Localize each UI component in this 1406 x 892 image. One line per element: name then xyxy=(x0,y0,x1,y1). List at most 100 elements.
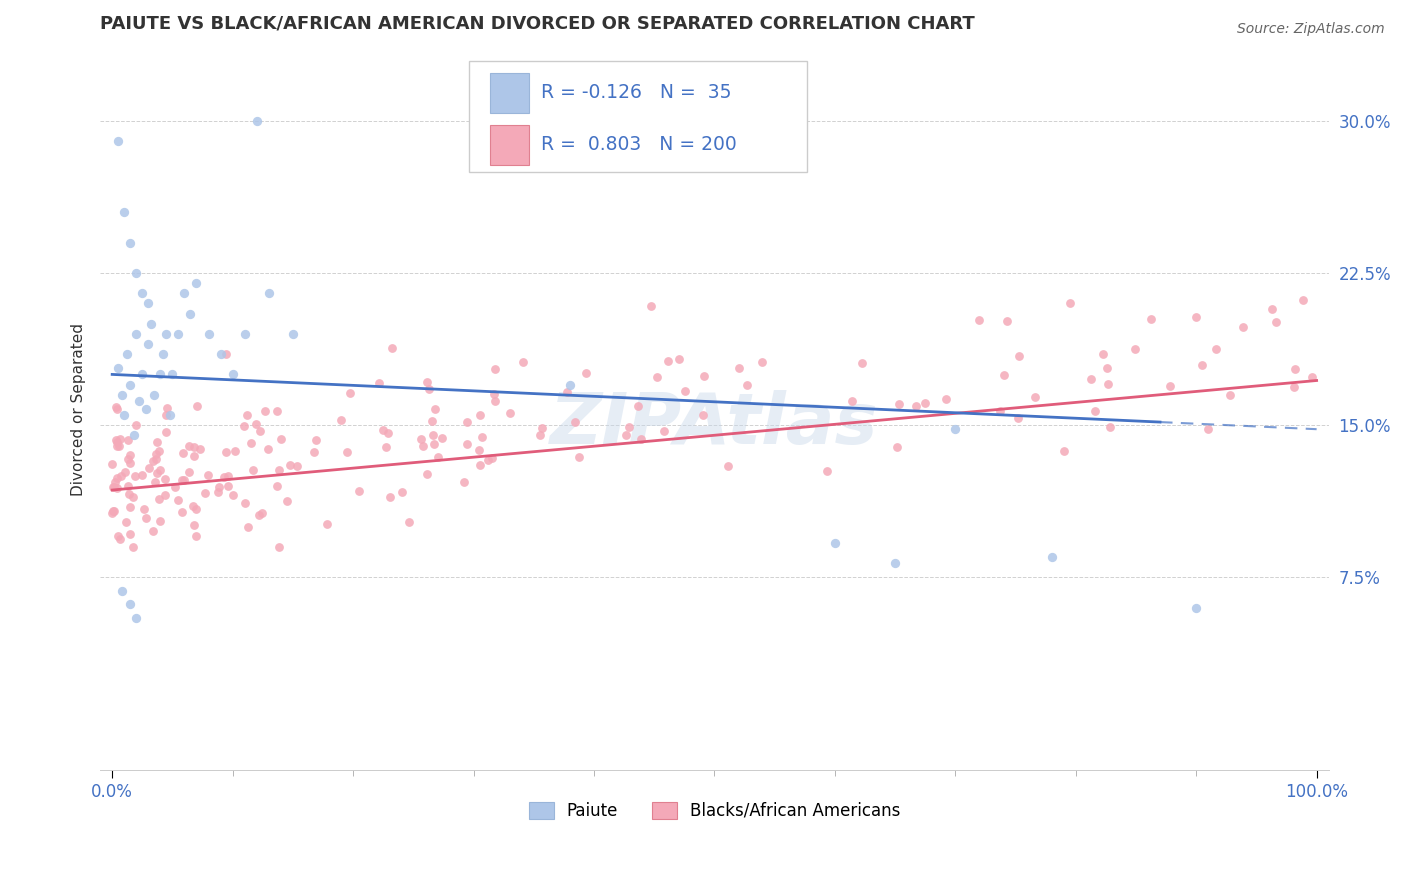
Point xyxy=(142,524,165,538)
Point xyxy=(1008,349,1031,363)
FancyBboxPatch shape xyxy=(468,61,807,172)
Point xyxy=(935,392,957,407)
Point xyxy=(824,536,846,550)
Point xyxy=(1197,422,1219,436)
Point xyxy=(1219,388,1241,402)
Point xyxy=(145,451,167,466)
Point xyxy=(120,377,142,392)
Point xyxy=(1301,370,1323,384)
Point xyxy=(186,276,208,290)
Point xyxy=(214,445,236,459)
Point xyxy=(373,424,395,438)
Point xyxy=(149,514,172,528)
Point xyxy=(717,458,740,473)
Point xyxy=(1292,293,1315,307)
Point xyxy=(1191,358,1213,372)
Point xyxy=(110,432,132,446)
Point xyxy=(149,463,172,477)
Point xyxy=(117,433,139,447)
Point xyxy=(233,496,256,510)
Point xyxy=(471,430,494,444)
Point xyxy=(285,458,308,473)
Point xyxy=(184,501,207,516)
Point xyxy=(367,376,389,391)
Point xyxy=(221,368,243,382)
Point xyxy=(143,387,166,401)
Point xyxy=(104,433,127,447)
Point xyxy=(112,205,135,219)
Point xyxy=(155,488,177,502)
Point xyxy=(240,436,263,450)
Point xyxy=(122,490,145,504)
Point xyxy=(101,504,124,518)
Point xyxy=(453,475,475,490)
Point xyxy=(266,479,288,493)
Point xyxy=(614,428,637,442)
Point xyxy=(146,435,169,450)
Point xyxy=(468,443,491,458)
Point xyxy=(640,299,662,313)
Point xyxy=(1098,419,1121,434)
Point xyxy=(233,419,256,434)
Point xyxy=(1205,343,1227,357)
Point xyxy=(735,378,758,392)
Point xyxy=(125,326,148,341)
Point xyxy=(470,458,492,472)
Point xyxy=(131,286,153,301)
Point xyxy=(302,445,325,459)
Point xyxy=(905,399,928,413)
Point xyxy=(484,361,506,376)
Point xyxy=(233,326,256,341)
Point xyxy=(142,454,165,468)
Point xyxy=(186,399,208,413)
Point xyxy=(512,354,534,368)
Point xyxy=(104,475,127,489)
Point xyxy=(1140,311,1163,326)
Point xyxy=(499,406,522,420)
Point xyxy=(1123,342,1146,356)
Point xyxy=(568,450,591,465)
Point xyxy=(477,453,499,467)
Point xyxy=(815,464,838,478)
Point xyxy=(943,422,966,436)
Point xyxy=(267,540,290,554)
Point xyxy=(114,515,136,529)
Point xyxy=(347,484,370,499)
Point xyxy=(1053,444,1076,458)
Point xyxy=(135,401,157,416)
Point xyxy=(148,444,170,458)
Point xyxy=(207,484,229,499)
Point xyxy=(555,384,578,399)
Point xyxy=(115,347,138,361)
Point xyxy=(851,356,873,370)
Point xyxy=(166,492,188,507)
Point xyxy=(209,347,232,361)
Point xyxy=(242,462,264,476)
Point xyxy=(111,387,134,401)
Point xyxy=(125,611,148,625)
Point xyxy=(693,368,716,383)
Point xyxy=(884,556,907,570)
Point xyxy=(117,451,139,466)
Point xyxy=(152,347,174,361)
Point xyxy=(468,409,491,423)
Point xyxy=(409,432,432,446)
Point xyxy=(105,482,128,496)
Point xyxy=(156,401,179,416)
Point xyxy=(887,397,910,411)
Point xyxy=(988,404,1011,418)
Text: R =  0.803   N = 200: R = 0.803 N = 200 xyxy=(541,136,737,154)
Point xyxy=(1091,347,1114,361)
Point xyxy=(425,402,447,417)
Point xyxy=(118,526,141,541)
Point xyxy=(995,314,1018,328)
Point xyxy=(143,475,166,489)
Point xyxy=(1282,380,1305,394)
Point xyxy=(107,361,129,376)
Point xyxy=(993,368,1015,382)
Point xyxy=(183,440,205,454)
Point xyxy=(280,458,302,472)
Point xyxy=(103,503,125,517)
Point xyxy=(183,517,205,532)
Point xyxy=(254,404,277,418)
